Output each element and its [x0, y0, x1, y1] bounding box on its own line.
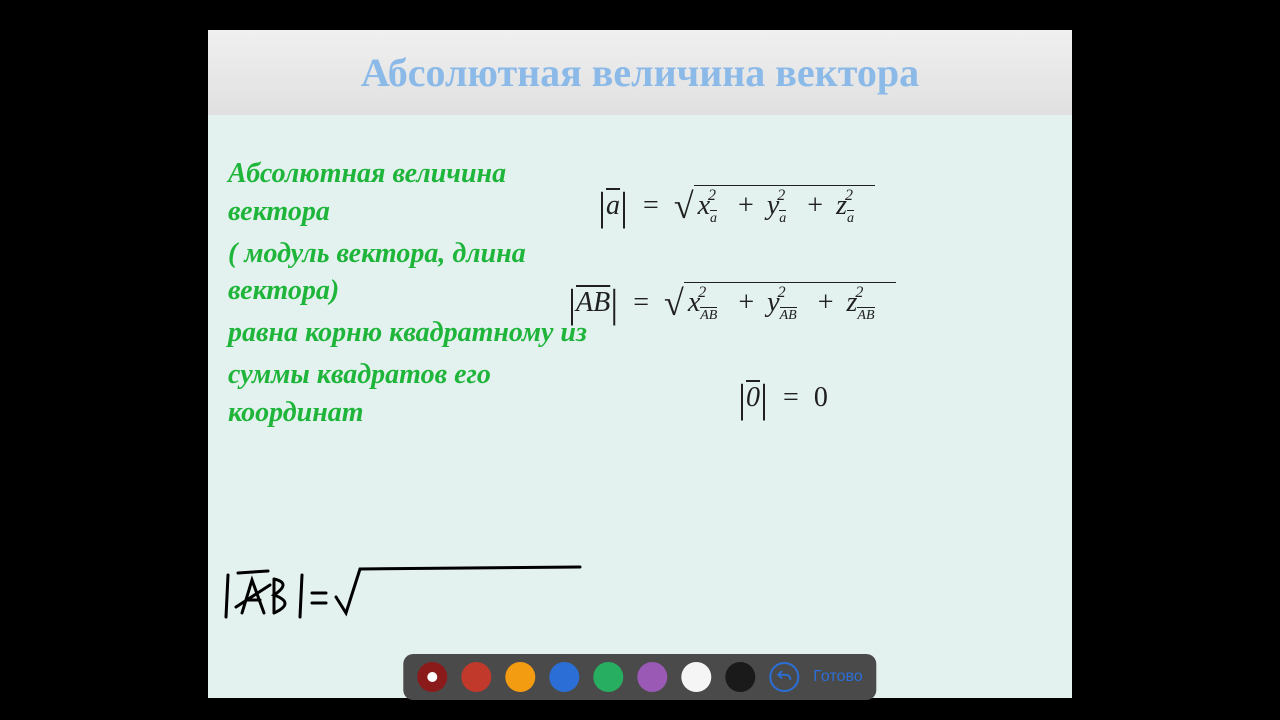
definition-line1: Абсолютная величина вектора — [228, 155, 588, 231]
definition-text: Абсолютная величина вектора ( модуль век… — [228, 145, 588, 474]
definition-line3: равна корню квадратному из — [228, 314, 588, 352]
color-green[interactable] — [593, 662, 623, 692]
done-button[interactable]: Готово — [813, 668, 862, 686]
title-bar: Абсолютная величина вектора — [208, 30, 1072, 115]
formula-zero-vector: |0| = 0 — [738, 379, 1062, 419]
slide-title: Абсолютная величина вектора — [361, 49, 919, 96]
color-white[interactable] — [681, 662, 711, 692]
formula-vector-a: |a| = √ x2a + y2a + z2a — [598, 185, 1062, 227]
annotation-toolbar: Готово — [403, 654, 876, 700]
formulas-area: |a| = √ x2a + y2a + z2a |AB| = √ x2AB + … — [588, 145, 1062, 474]
undo-button[interactable] — [769, 662, 799, 692]
slide: Абсолютная величина вектора Абсолютная в… — [208, 30, 1072, 698]
color-black[interactable] — [725, 662, 755, 692]
color-orange[interactable] — [505, 662, 535, 692]
slide-content: Абсолютная величина вектора ( модуль век… — [208, 115, 1072, 484]
color-red-selected[interactable] — [417, 662, 447, 692]
color-blue[interactable] — [549, 662, 579, 692]
definition-line4: суммы квадратов его координат — [228, 356, 588, 432]
color-purple[interactable] — [637, 662, 667, 692]
formula-vector-ab: |AB| = √ x2AB + y2AB + z2AB — [568, 282, 1062, 324]
color-red[interactable] — [461, 662, 491, 692]
definition-line2: ( модуль вектора, длина вектора) — [228, 235, 588, 311]
